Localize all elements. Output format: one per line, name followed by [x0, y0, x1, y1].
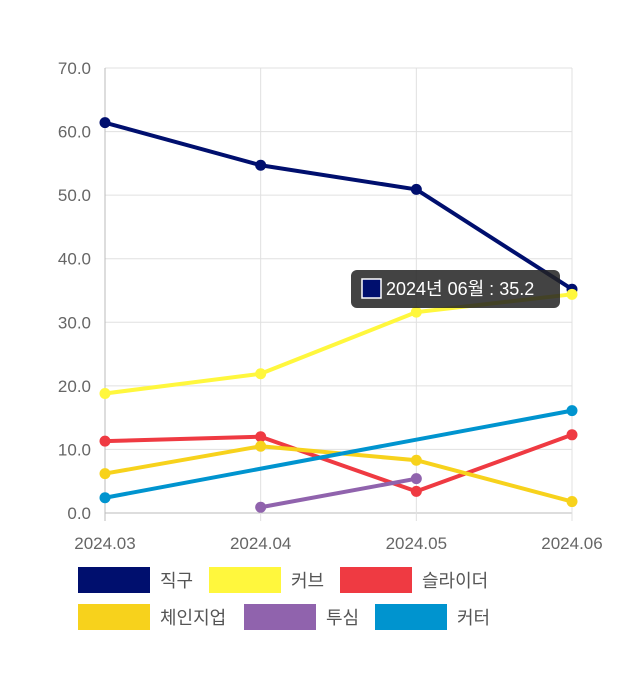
legend-swatch — [78, 567, 150, 593]
legend-label: 커브 — [291, 571, 325, 591]
data-point[interactable] — [566, 288, 578, 300]
y-tick-label: 50.0 — [58, 186, 91, 205]
y-tick-label: 0.0 — [67, 504, 91, 523]
legend-swatch — [375, 604, 447, 630]
legend-label: 투심 — [326, 608, 360, 628]
y-tick-label: 20.0 — [58, 377, 91, 396]
data-point[interactable] — [99, 435, 111, 447]
x-tick-label: 2024.06 — [541, 534, 602, 553]
legend-item-changeup[interactable]: 체인지업 — [78, 603, 226, 631]
data-point[interactable] — [255, 440, 267, 452]
data-point[interactable] — [566, 429, 578, 441]
series-line — [104, 292, 573, 396]
legend-label: 체인지업 — [160, 608, 227, 628]
legend-item-curve[interactable]: 커브 — [209, 566, 324, 594]
data-point[interactable] — [410, 306, 422, 318]
data-point[interactable] — [255, 368, 267, 380]
legend-label: 직구 — [160, 571, 194, 591]
legend-label: 슬라이더 — [422, 571, 489, 591]
data-point[interactable] — [99, 468, 111, 480]
x-tick-label: 2024.04 — [230, 534, 291, 553]
data-point[interactable] — [566, 405, 578, 417]
y-tick-label: 30.0 — [58, 313, 91, 332]
x-tick-label: 2024.05 — [386, 534, 447, 553]
data-point[interactable] — [410, 485, 422, 497]
y-tick-label: 60.0 — [58, 123, 91, 142]
legend-item-cutter[interactable]: 커터 — [375, 603, 490, 631]
legend-swatch — [209, 567, 281, 593]
legend-swatch — [78, 604, 150, 630]
x-tick-label: 2024.03 — [74, 534, 135, 553]
data-point[interactable] — [410, 183, 422, 195]
data-point[interactable] — [410, 473, 422, 485]
y-tick-label: 10.0 — [58, 440, 91, 459]
tooltip-color-swatch — [361, 278, 382, 299]
data-point[interactable] — [99, 117, 111, 129]
y-tick-label: 40.0 — [58, 250, 91, 269]
legend-label: 커터 — [457, 608, 491, 628]
legend-swatch — [340, 567, 412, 593]
data-point[interactable] — [99, 492, 111, 504]
data-point[interactable] — [255, 501, 267, 513]
series-line — [104, 120, 574, 291]
y-tick-label: 70.0 — [58, 59, 91, 78]
data-point[interactable] — [99, 387, 111, 399]
legend-item-twoseam[interactable]: 투심 — [244, 603, 359, 631]
series-lines — [99, 117, 578, 513]
tooltip: 2024년 06월 : 35.2 — [351, 270, 560, 308]
data-point[interactable] — [255, 431, 267, 443]
legend-item-fastball[interactable]: 직구 — [78, 566, 193, 594]
tooltip-box — [351, 270, 560, 308]
data-point[interactable] — [410, 454, 422, 466]
legend-swatch — [244, 604, 316, 630]
axis-labels: 0.0 10.0 20.0 30.0 40.0 50.0 60.0 70.0 2024.03 20… — [58, 59, 603, 553]
series-line — [104, 432, 573, 494]
data-point[interactable] — [566, 496, 578, 508]
series-line — [260, 476, 417, 510]
data-point[interactable] — [255, 159, 267, 171]
series-line — [104, 408, 573, 500]
legend-item-slider[interactable]: 슬라이더 — [340, 566, 488, 594]
line-chart: 0.0 10.0 20.0 30.0 40.0 50.0 60.0 70.0 2024.03 20… — [58, 59, 603, 553]
tooltip-label: 2024년 06월 : 35.2 — [386, 279, 534, 299]
